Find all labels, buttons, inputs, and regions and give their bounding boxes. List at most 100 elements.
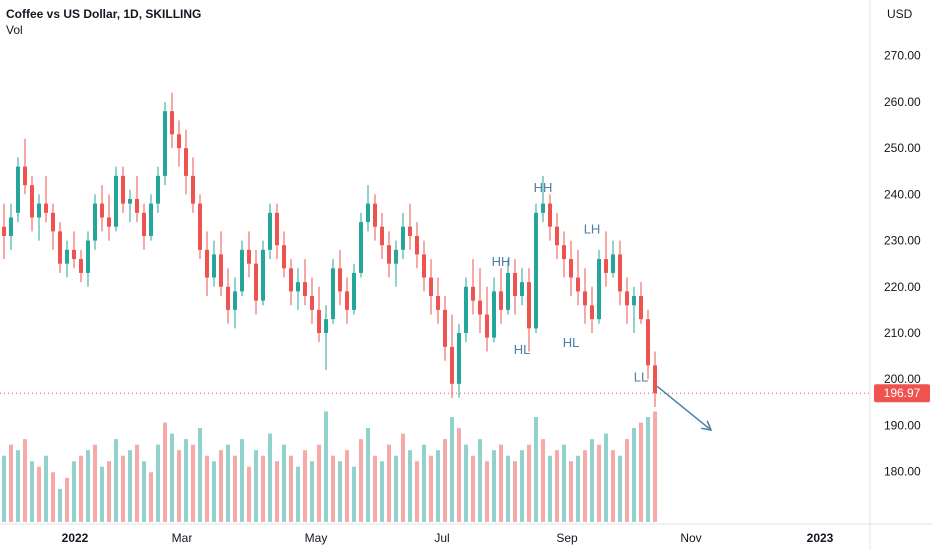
volume-bar (310, 461, 314, 522)
volume-bar (317, 444, 321, 522)
volume-bar (583, 450, 587, 522)
volume-bar (177, 450, 181, 522)
x-tick-label: Jul (434, 531, 449, 545)
volume-bar (380, 461, 384, 522)
volume-bar (506, 455, 510, 522)
volume-bar (219, 450, 223, 522)
volume-bar (135, 444, 139, 522)
chart-title: Coffee vs US Dollar, 1D, SKILLING (6, 7, 202, 21)
candle-body (268, 212, 272, 250)
volume-bar (58, 488, 62, 522)
candle-body (44, 203, 48, 213)
volume-bar (16, 450, 20, 522)
candle-body (51, 212, 55, 232)
candle-body (618, 254, 622, 292)
projection-arrow (656, 385, 712, 431)
candle-body (366, 203, 370, 223)
candle-body (226, 286, 230, 310)
volume-bar (170, 433, 174, 522)
volume-bar (359, 439, 363, 522)
candle-body (583, 291, 587, 306)
pattern-annotation: LL (634, 370, 648, 385)
candle-body (576, 277, 580, 292)
candle-body (212, 254, 216, 278)
price-axis[interactable] (870, 0, 932, 550)
candle-body (380, 226, 384, 246)
volume-bar (618, 455, 622, 522)
candle-body (492, 291, 496, 338)
candle-body (401, 226, 405, 250)
volume-bar (625, 439, 629, 522)
y-tick-label: 220.00 (884, 280, 921, 294)
y-tick-label: 260.00 (884, 95, 921, 109)
volume-bar (142, 461, 146, 522)
candle-body (149, 203, 153, 236)
y-tick-label: 190.00 (884, 418, 921, 432)
volume-bar (352, 466, 356, 522)
candle-body (310, 296, 314, 310)
volume-bar (191, 444, 195, 522)
volume-bar (541, 439, 545, 522)
volume-bar (296, 466, 300, 522)
volume-bar (156, 444, 160, 522)
volume-bar (499, 444, 503, 522)
volume-bar (548, 455, 552, 522)
pattern-annotation: HL (514, 342, 531, 357)
volume-bar (240, 439, 244, 522)
candle-body (646, 319, 650, 366)
volume-bar (324, 411, 328, 522)
candle-body (170, 111, 174, 135)
candle-body (632, 296, 636, 306)
last-price-label: 196.97 (884, 386, 921, 400)
pattern-annotation: LH (584, 222, 601, 237)
volume-bar (653, 411, 657, 522)
candle-body (275, 212, 279, 246)
candle-body (79, 259, 83, 273)
candle-body (30, 185, 34, 218)
candle-body (513, 272, 517, 297)
volume-bar (100, 466, 104, 522)
candle-body (408, 226, 412, 236)
candle-body (436, 296, 440, 310)
candle-body (289, 268, 293, 292)
y-tick-label: 250.00 (884, 141, 921, 155)
volume-bar (44, 455, 48, 522)
volume-bar (408, 450, 412, 522)
volume-bar (79, 455, 83, 522)
candle-body (191, 175, 195, 204)
volume-bar (436, 450, 440, 522)
candle-body (443, 309, 447, 347)
volume-bar (422, 444, 426, 522)
volume-bar (646, 417, 650, 522)
pattern-annotation: HH (534, 180, 553, 195)
volume-bar (149, 472, 153, 522)
candle-body (135, 198, 139, 213)
volume-bar (464, 444, 468, 522)
candle-body (296, 282, 300, 292)
candle-body (429, 277, 433, 297)
volume-bar (121, 455, 125, 522)
candle-body (205, 249, 209, 278)
x-tick-label: 2023 (807, 531, 834, 545)
volume-bar (597, 444, 601, 522)
candle-body (604, 259, 608, 273)
volume-label: Vol (6, 23, 23, 37)
candle-body (548, 203, 552, 227)
volume-bar (72, 461, 76, 522)
volume-bar (457, 428, 461, 522)
candle-body (534, 212, 538, 329)
candle-body (597, 259, 601, 320)
y-tick-label: 270.00 (884, 49, 921, 63)
candle-body (450, 346, 454, 384)
volume-bar (9, 444, 13, 522)
candle-body (233, 291, 237, 310)
candle-body (58, 231, 62, 264)
volume-bar (394, 455, 398, 522)
volume-bar (247, 466, 251, 522)
candle-body (562, 245, 566, 260)
candle-body (527, 282, 531, 329)
candle-body (541, 203, 545, 213)
volume-bar (429, 455, 433, 522)
